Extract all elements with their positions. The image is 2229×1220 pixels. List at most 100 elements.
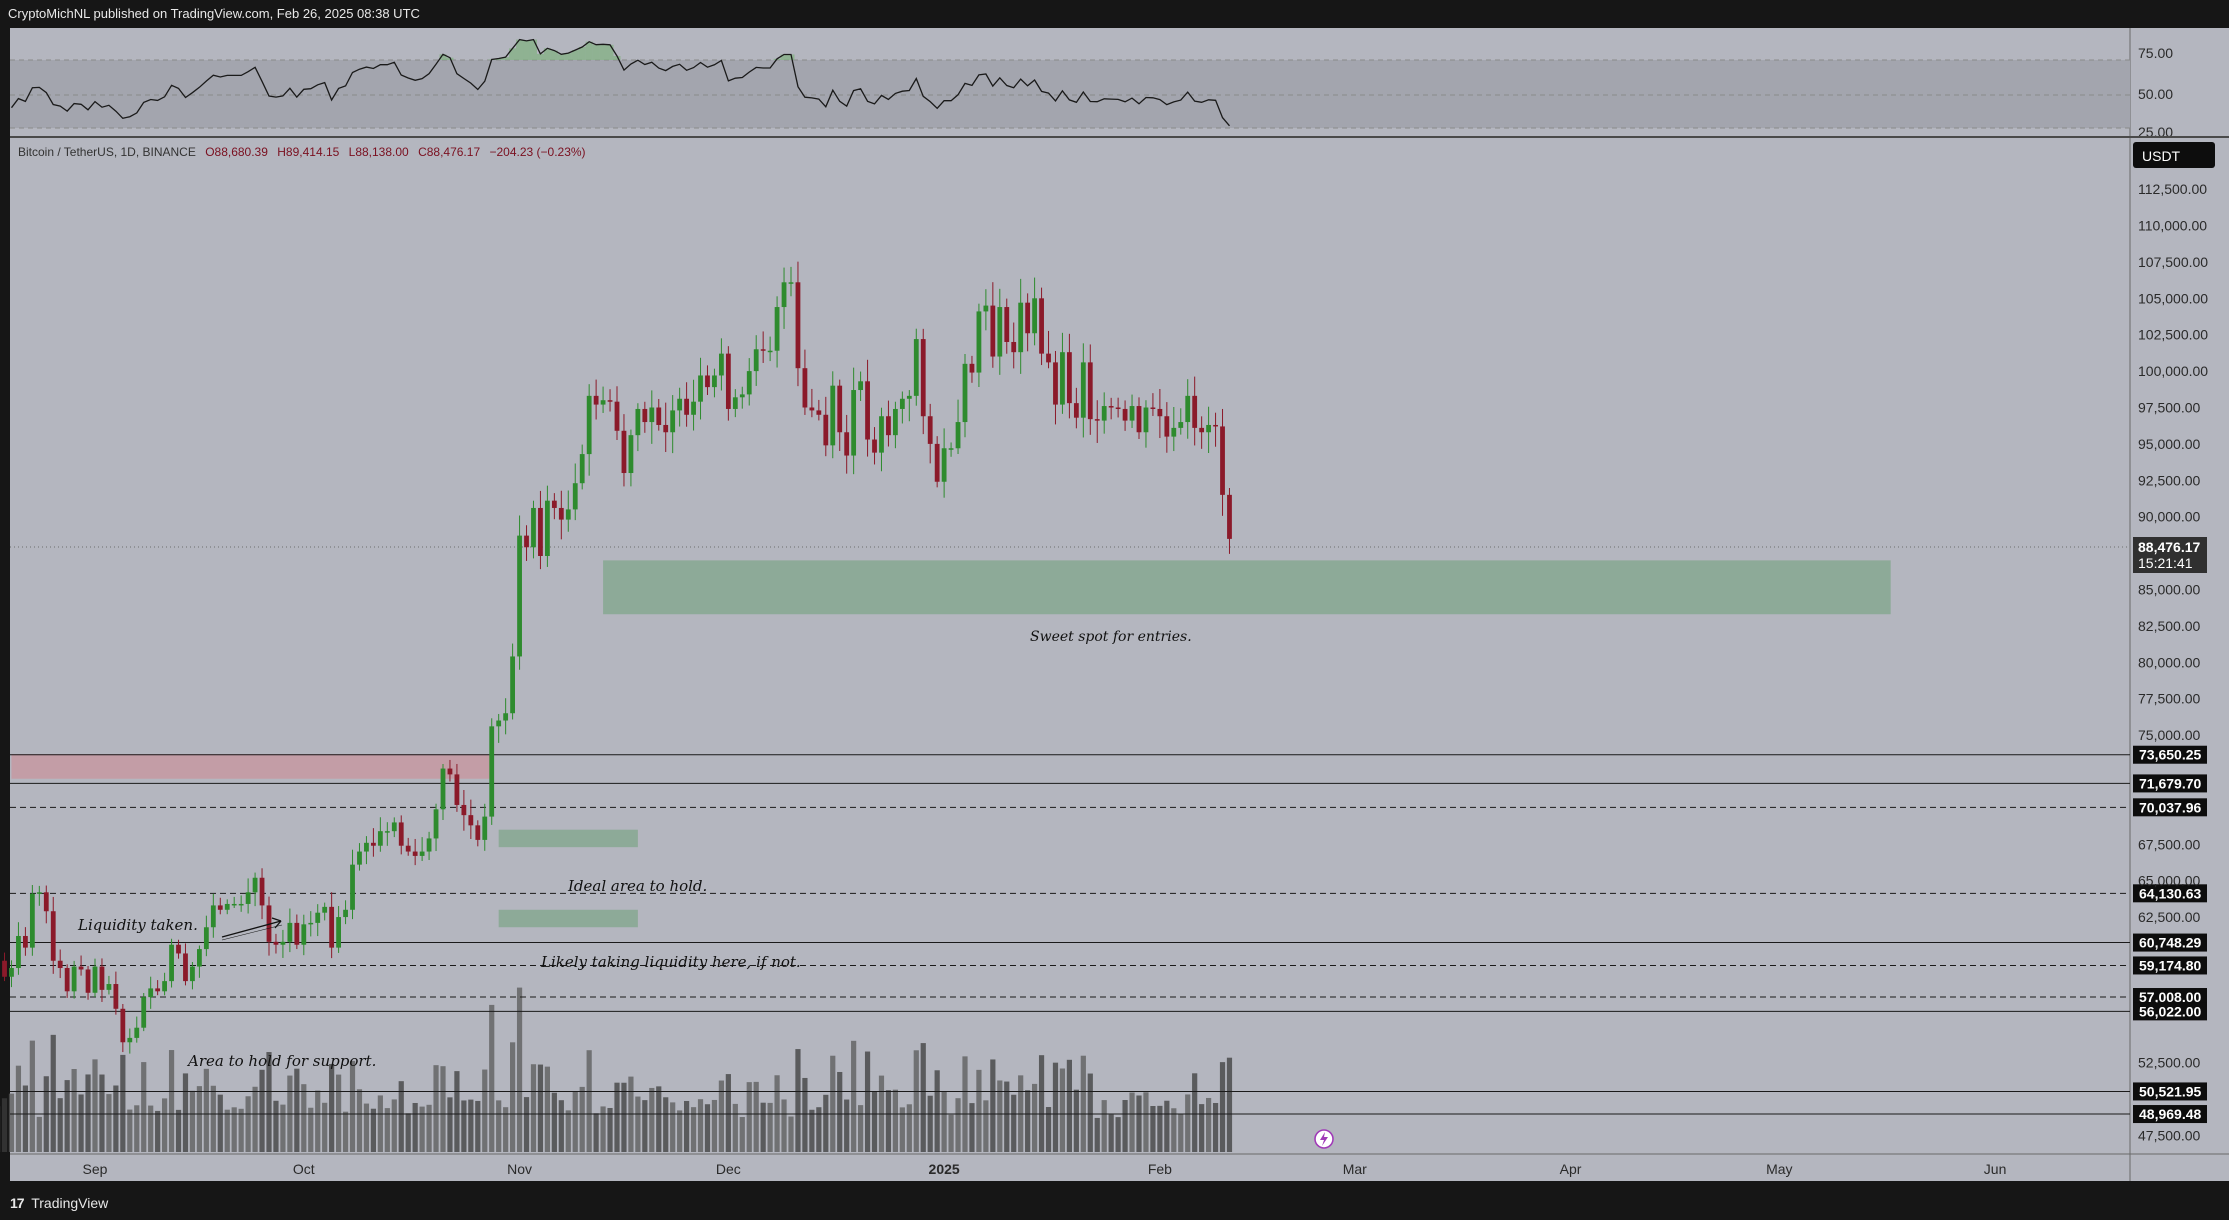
candle-body bbox=[85, 969, 91, 993]
volume-bar bbox=[252, 1086, 258, 1152]
candle-body bbox=[489, 726, 495, 817]
volume-bar bbox=[565, 1110, 571, 1152]
time-tick-label: Feb bbox=[1148, 1161, 1172, 1177]
sweet-spot-zone bbox=[603, 560, 1891, 615]
volume-bar bbox=[635, 1096, 641, 1152]
volume-bar bbox=[927, 1095, 933, 1152]
volume-bar bbox=[1150, 1105, 1156, 1152]
footer: 17 TradingView bbox=[0, 1186, 2229, 1220]
candle-body bbox=[1122, 408, 1128, 421]
candle-body bbox=[510, 656, 515, 714]
currency-badge[interactable]: USDT bbox=[2142, 148, 2181, 164]
candle-body bbox=[788, 282, 794, 284]
time-axis[interactable]: Sep Oct Nov Dec 2025 Feb Mar Apr May Jun bbox=[83, 1161, 2007, 1177]
volume-bar bbox=[78, 1094, 84, 1152]
volume-bar bbox=[64, 1080, 70, 1152]
price-tick-label: 112,500.00 bbox=[2138, 181, 2207, 197]
volume-bar bbox=[22, 1085, 28, 1152]
volume-bar bbox=[475, 1100, 481, 1152]
candle-body bbox=[781, 282, 787, 308]
candle-body bbox=[1073, 403, 1079, 418]
chart-area[interactable]: 75.00 50.00 25.00 Bitcoin / TetherUS, 1D… bbox=[0, 0, 2229, 1186]
volume-bar bbox=[391, 1099, 397, 1152]
price-level-tag bbox=[2133, 1105, 2207, 1124]
candle-body bbox=[1199, 427, 1205, 433]
volume-bar bbox=[1171, 1108, 1177, 1152]
rsi-pane[interactable]: 75.00 50.00 25.00 bbox=[10, 38, 2173, 140]
price-tick-label: 62,500.00 bbox=[2138, 909, 2200, 925]
tradingview-logo-icon[interactable]: 17 bbox=[10, 1195, 25, 1211]
volume-bar bbox=[955, 1098, 961, 1152]
volume-bar bbox=[997, 1080, 1003, 1152]
volume-bar bbox=[579, 1086, 585, 1152]
volume-bar bbox=[781, 1099, 787, 1152]
resistance-zone bbox=[11, 754, 492, 779]
candle-body bbox=[238, 903, 244, 906]
candle-body bbox=[391, 822, 397, 832]
candle-body bbox=[1039, 298, 1044, 354]
volume-bar bbox=[544, 1066, 550, 1152]
price-axis[interactable]: 112,500.00 110,000.00 107,500.00 105,000.00… bbox=[2138, 181, 2208, 1143]
volume-bar bbox=[969, 1103, 975, 1152]
volume-bar bbox=[1108, 1114, 1114, 1152]
volume-bar bbox=[920, 1043, 926, 1152]
annotation-likely-taking: Likely taking liquidity here, if not. bbox=[540, 953, 801, 971]
volume-bar bbox=[530, 1064, 537, 1152]
candle-body bbox=[155, 988, 161, 992]
rsi-overbought-segment bbox=[536, 53, 544, 60]
candle-body bbox=[739, 394, 745, 398]
candle-body bbox=[962, 363, 968, 423]
candle-body bbox=[1060, 352, 1065, 405]
candle-body bbox=[1067, 352, 1072, 404]
volume-bar bbox=[238, 1108, 244, 1152]
candle-body bbox=[1053, 362, 1058, 405]
candle-body bbox=[1032, 298, 1037, 334]
rsi-overbought-segment bbox=[502, 57, 510, 60]
candle-body bbox=[287, 922, 293, 942]
countdown: 15:21:41 bbox=[2138, 555, 2193, 571]
candle-body bbox=[1185, 395, 1191, 423]
candle-body bbox=[92, 966, 98, 993]
price-tick-label: 77,500.00 bbox=[2138, 691, 2200, 707]
annotation-sweet-spot: Sweet spot for entries. bbox=[1030, 629, 1192, 645]
candle-body bbox=[1025, 302, 1031, 334]
volume-bar bbox=[656, 1086, 662, 1152]
candle-body bbox=[183, 953, 188, 982]
volume-bar bbox=[572, 1091, 578, 1152]
time-tick-label: Nov bbox=[507, 1161, 532, 1177]
volume-bar bbox=[523, 1097, 530, 1152]
volume-bar bbox=[1192, 1073, 1198, 1152]
candle-body bbox=[621, 430, 627, 474]
candle-body bbox=[259, 877, 265, 906]
price-level-value: 64,130.63 bbox=[2139, 885, 2201, 901]
footer-brand[interactable]: TradingView bbox=[31, 1195, 109, 1211]
volume-bar bbox=[537, 1064, 544, 1152]
candle-body bbox=[1080, 362, 1086, 418]
annotation-liquidity-taken: Liquidity taken. bbox=[77, 916, 198, 934]
volume-bar bbox=[273, 1100, 279, 1152]
candle-body bbox=[1087, 362, 1093, 420]
volume-bar bbox=[468, 1099, 474, 1152]
volume-bar bbox=[962, 1056, 968, 1152]
volume-bar bbox=[426, 1104, 432, 1152]
volume-bar bbox=[711, 1099, 718, 1152]
price-level-tag bbox=[2133, 988, 2207, 1007]
candle-body bbox=[475, 825, 481, 840]
volume-bar bbox=[767, 1102, 773, 1152]
candle-body bbox=[879, 416, 884, 453]
volume-bar bbox=[1157, 1105, 1163, 1152]
price-level-value: 57,008.00 bbox=[2139, 989, 2201, 1005]
price-level-tag bbox=[2133, 774, 2207, 793]
currency-badge-bg[interactable] bbox=[2133, 142, 2215, 168]
rsi-overbought-segment bbox=[585, 41, 593, 60]
flash-icon[interactable] bbox=[1314, 1129, 1334, 1149]
volume-bar bbox=[71, 1069, 77, 1152]
volume-bar bbox=[837, 1071, 843, 1152]
candle-body bbox=[16, 935, 21, 969]
volume-bar bbox=[802, 1077, 808, 1152]
candle-body bbox=[1018, 302, 1024, 353]
candle-body bbox=[426, 838, 432, 852]
volume-bar bbox=[795, 1049, 801, 1152]
candle-body bbox=[120, 1008, 126, 1043]
candle-body bbox=[1178, 422, 1184, 428]
